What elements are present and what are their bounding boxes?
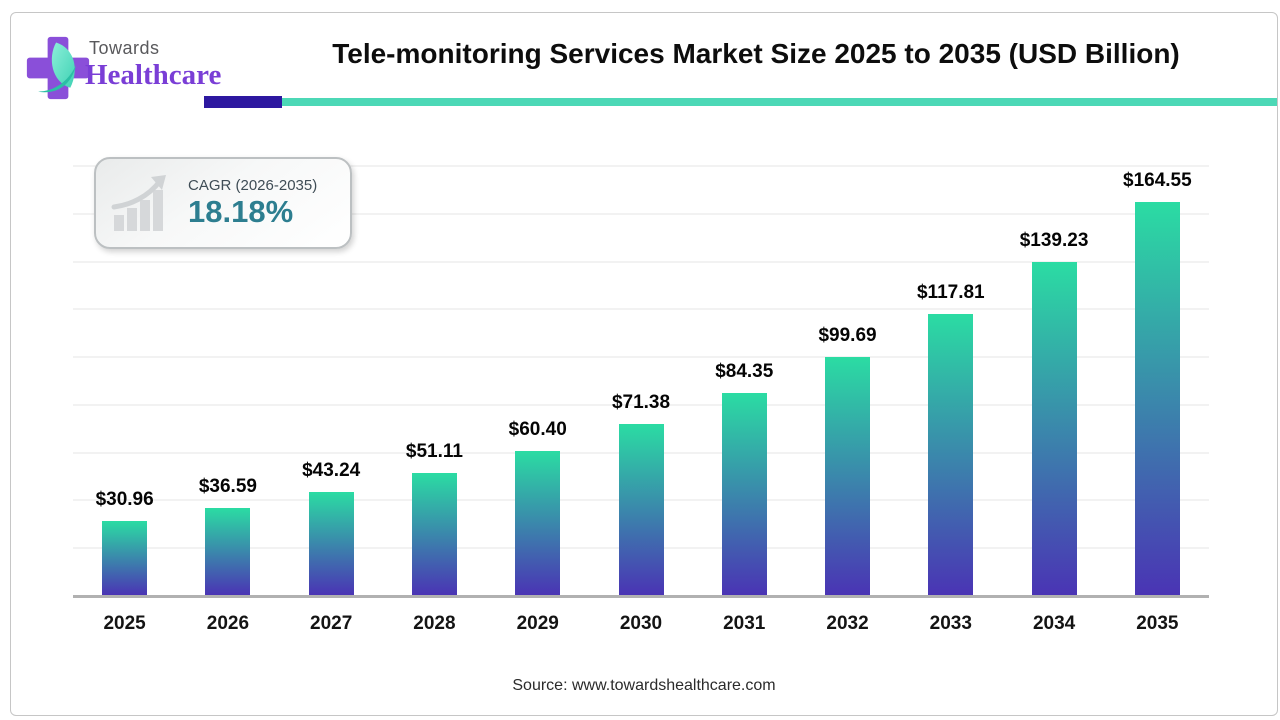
gridline — [73, 164, 1209, 167]
bar-2032 — [825, 356, 871, 595]
bar-chart: $30.96 $36.59 $43.24 $51.11 $60.40 $71.38 $84.… — [11, 13, 1277, 715]
x-axis-label: 2028 — [413, 613, 456, 634]
gridline — [73, 212, 1209, 215]
x-axis-label: 2032 — [826, 613, 869, 634]
cagr-value: 18.18% — [188, 193, 294, 229]
x-axis-label: 2030 — [619, 613, 663, 634]
page-title: Tele-monitoring Services Market Size 202… — [332, 38, 1180, 69]
x-axis-label: 2034 — [1032, 613, 1076, 634]
bar-2035 — [1134, 201, 1180, 595]
bar-2027 — [308, 491, 354, 595]
gridline — [73, 356, 1209, 359]
bar-2033 — [928, 313, 974, 595]
x-axis-label: 2027 — [310, 613, 353, 634]
bar-2029 — [515, 450, 561, 595]
cagr-label: CAGR (2026-2035) — [188, 176, 318, 194]
bar-value-label: $51.11 — [405, 440, 463, 462]
logo-cross-leaf-icon — [26, 36, 90, 100]
infographic-card: Towards Healthcare Tele-monitoring Servi… — [10, 12, 1278, 716]
gridline — [73, 308, 1209, 311]
bar-2034 — [1031, 262, 1077, 595]
cagr-badge: CAGR (2026-2035) 18.18% — [94, 157, 352, 249]
bar-2026 — [205, 507, 251, 595]
x-axis-label: 2033 — [929, 613, 972, 634]
x-axis-label: 2029 — [516, 613, 559, 634]
brand-name-line2: Healthcare — [85, 59, 222, 91]
bar-2028 — [411, 472, 457, 595]
bar-2025 — [102, 521, 148, 595]
bar-2030 — [618, 424, 664, 595]
bar-value-label: $71.38 — [611, 392, 671, 414]
bar-value-label: $139.23 — [1019, 230, 1089, 252]
bar-value-label: $117.81 — [916, 281, 985, 303]
title-underline — [282, 98, 1277, 106]
x-axis-label: 2031 — [723, 613, 766, 634]
bar-value-label: $30.96 — [95, 489, 154, 511]
growth-chart-icon — [111, 175, 166, 231]
gridline — [73, 403, 1209, 406]
bar-value-label: $99.69 — [818, 324, 877, 346]
gridline — [73, 260, 1209, 263]
bar-2031 — [721, 393, 767, 595]
bar-value-label: $84.35 — [715, 361, 774, 383]
bar-value-label: $43.24 — [302, 459, 361, 481]
brand-name-line1: Towards — [89, 38, 160, 58]
x-axis-label: 2025 — [103, 613, 146, 634]
x-axis-label: 2026 — [206, 613, 250, 634]
bar-value-label: $164.55 — [1123, 169, 1192, 191]
x-axis-label: 2035 — [1136, 613, 1179, 634]
bar-value-label: $36.59 — [198, 475, 257, 497]
brand-logo: Towards Healthcare — [15, 23, 275, 103]
bar-value-label: $60.40 — [508, 418, 567, 440]
source-text: Source: www.towardshealthcare.com — [512, 677, 776, 694]
title-underline-accent — [204, 96, 282, 108]
x-axis-line — [73, 595, 1209, 598]
